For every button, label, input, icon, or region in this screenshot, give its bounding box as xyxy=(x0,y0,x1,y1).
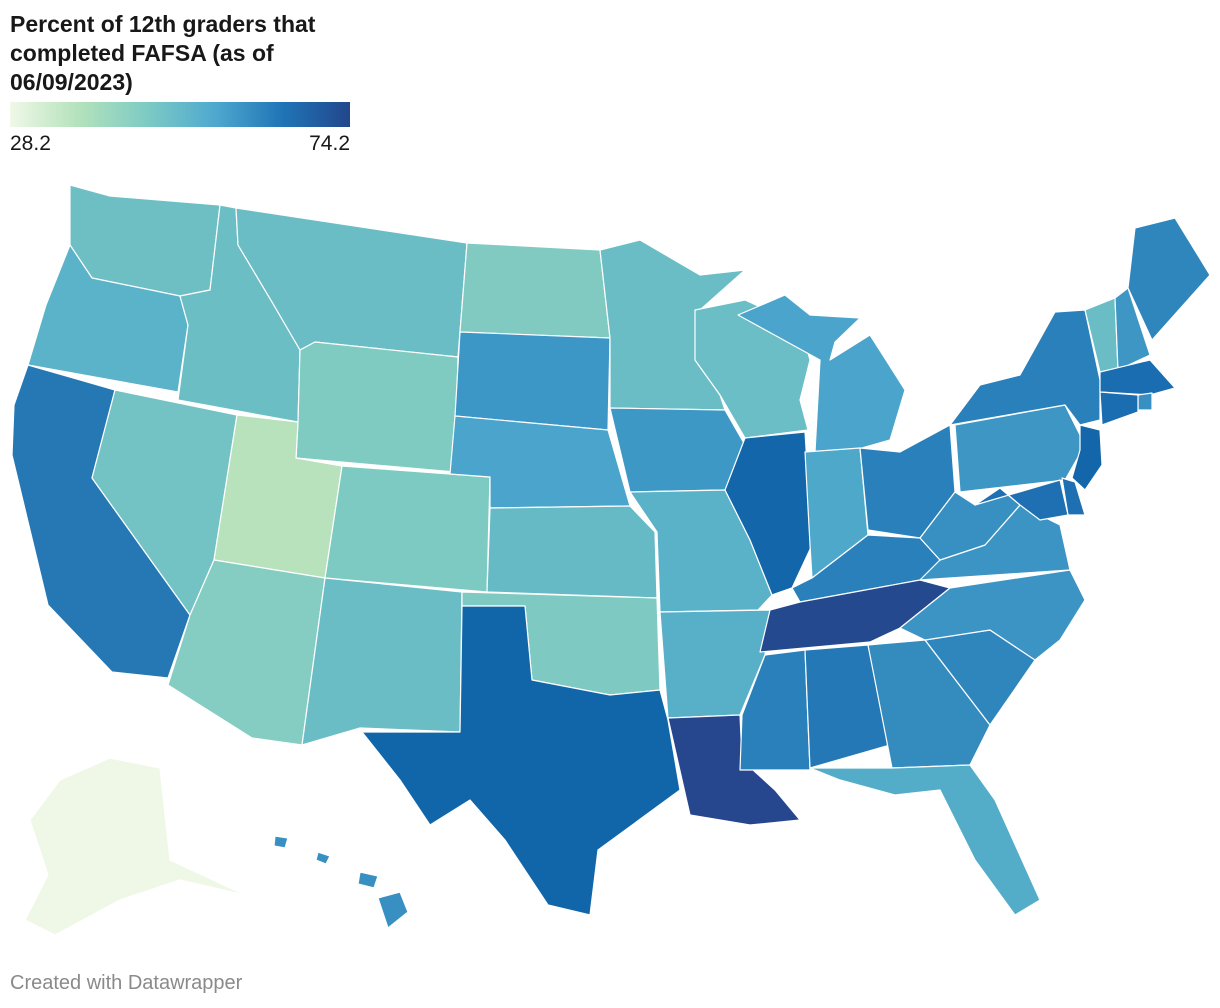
state-connecticut[interactable] xyxy=(1099,391,1139,426)
legend-min-label: 28.2 xyxy=(10,132,51,155)
state-texas[interactable] xyxy=(361,605,681,916)
legend-max-label: 74.2 xyxy=(309,132,350,155)
state-maryland[interactable] xyxy=(974,479,1069,521)
state-new-hampshire[interactable] xyxy=(1114,287,1151,371)
state-florida[interactable] xyxy=(809,764,1041,916)
state-georgia[interactable] xyxy=(867,639,991,769)
state-illinois[interactable] xyxy=(724,431,813,596)
state-delaware[interactable] xyxy=(1061,477,1086,516)
state-kansas[interactable] xyxy=(486,505,658,599)
state-new-mexico[interactable] xyxy=(301,577,463,746)
state-arkansas[interactable] xyxy=(659,609,771,719)
state-new-jersey[interactable] xyxy=(1071,424,1103,491)
state-massachusetts[interactable] xyxy=(1099,359,1176,396)
state-louisiana[interactable] xyxy=(667,714,801,826)
state-rhode-island[interactable] xyxy=(1137,392,1153,411)
legend-color-scale xyxy=(10,102,350,127)
state-hawaii[interactable] xyxy=(273,835,409,929)
state-colorado[interactable] xyxy=(324,465,491,593)
state-iowa[interactable] xyxy=(609,407,746,493)
state-wyoming[interactable] xyxy=(295,341,459,473)
state-north-carolina[interactable] xyxy=(899,569,1086,661)
state-new-york[interactable] xyxy=(949,309,1101,426)
state-south-dakota[interactable] xyxy=(454,331,611,431)
state-alaska[interactable] xyxy=(24,757,246,936)
state-mississippi[interactable] xyxy=(739,649,811,771)
state-north-dakota[interactable] xyxy=(459,242,611,339)
state-maine[interactable] xyxy=(1127,217,1211,341)
credit-text[interactable]: Created with Datawrapper xyxy=(10,972,243,994)
chart-title: Percent of 12th graders that completed F… xyxy=(10,11,316,95)
